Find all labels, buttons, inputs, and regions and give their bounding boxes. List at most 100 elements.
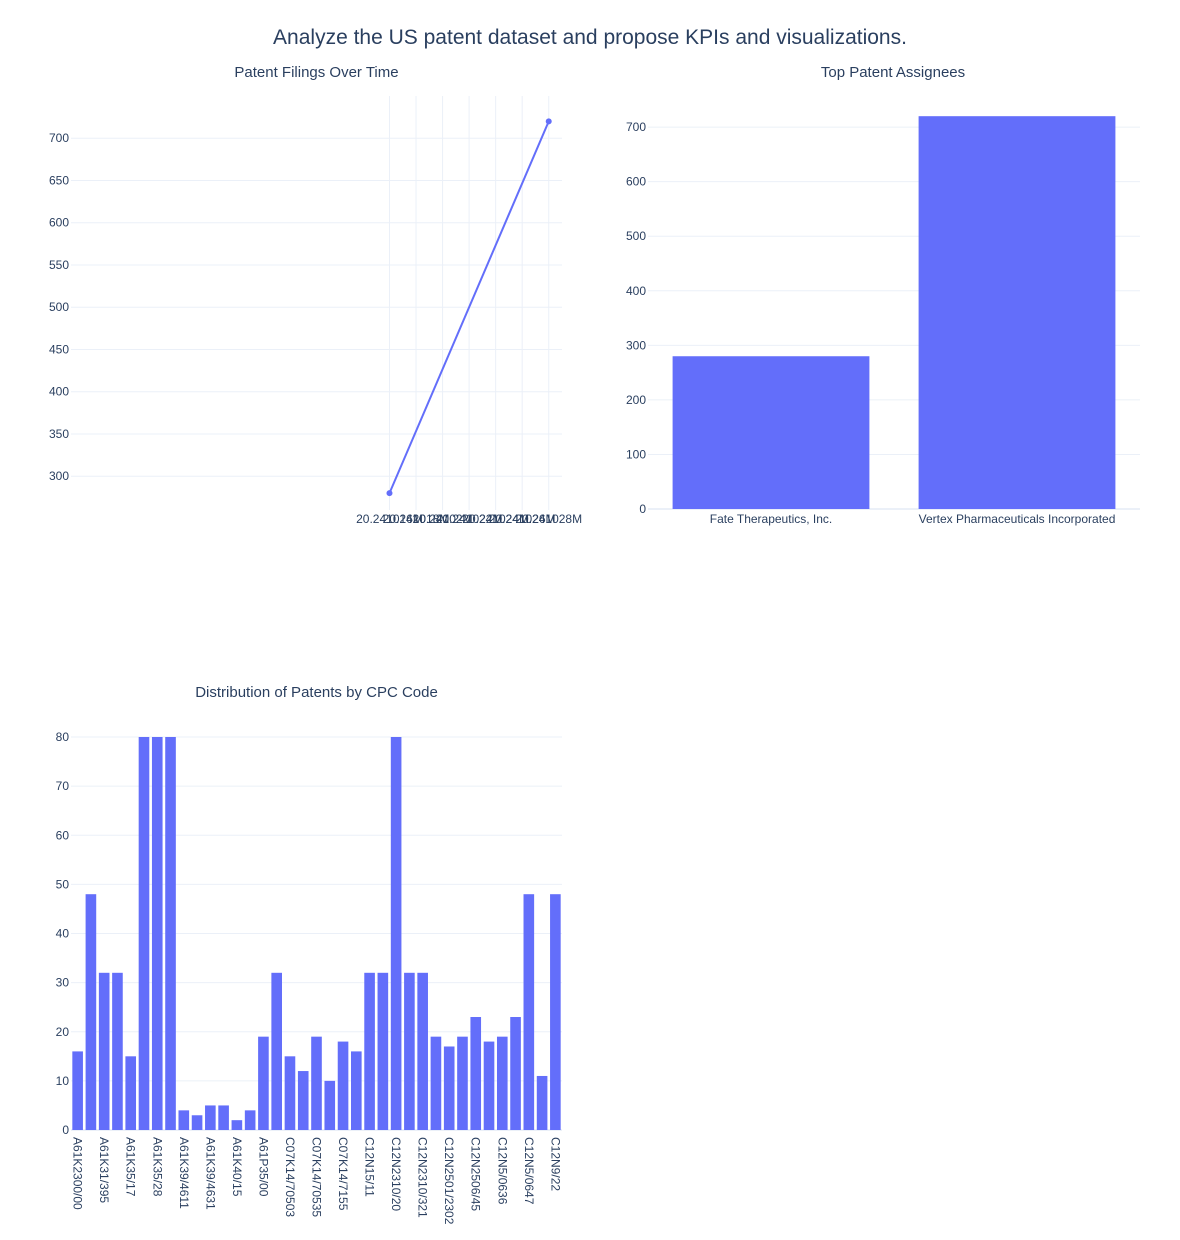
- y-tick-label: 500: [626, 229, 646, 243]
- filings-chart-title: Patent Filings Over Time: [234, 64, 398, 81]
- y-tick-label: 20: [56, 1025, 70, 1039]
- y-tick-label: 0: [62, 1123, 69, 1137]
- x-tick-label: 20.241028M: [515, 512, 582, 526]
- y-tick-label: 400: [49, 385, 69, 399]
- assignee-bar: [918, 116, 1116, 509]
- cpc-bar: [496, 1036, 508, 1130]
- y-tick-label: 200: [626, 393, 646, 407]
- cpc-bar: [178, 1110, 190, 1130]
- y-tick-label: 50: [56, 877, 70, 891]
- x-tick-label: A61K35/28: [150, 1137, 164, 1197]
- x-tick-label: C12N5/0636: [495, 1137, 509, 1205]
- cpc-bar: [112, 972, 123, 1130]
- x-tick-label: C07K14/7155: [336, 1137, 350, 1211]
- cpc-bar: [218, 1105, 229, 1130]
- cpc-bar: [443, 1046, 455, 1130]
- main-title: Analyze the US patent dataset and propos…: [273, 26, 907, 49]
- x-tick-label: C12N9/22: [548, 1137, 562, 1191]
- cpc-bar: [297, 1071, 309, 1130]
- x-tick-label: C07K14/70503: [283, 1137, 297, 1217]
- y-tick-label: 300: [626, 338, 646, 352]
- x-tick-label: A61P35/00: [256, 1137, 270, 1197]
- y-tick-label: 450: [49, 342, 69, 356]
- y-tick-label: 500: [49, 300, 69, 314]
- assignees-chart-title: Top Patent Assignees: [821, 64, 965, 81]
- cpc-bar: [351, 1051, 362, 1130]
- y-tick-label: 600: [49, 216, 69, 230]
- cpc-bar: [337, 1041, 349, 1130]
- y-tick-label: 300: [49, 469, 69, 483]
- assignee-bar: [672, 356, 870, 509]
- x-tick-label: A61K39/4611: [177, 1137, 191, 1209]
- y-tick-label: 100: [626, 447, 646, 461]
- x-tick-label: 20.241026M: [489, 512, 556, 526]
- x-tick-label: C12N5/0647: [522, 1137, 536, 1205]
- x-tick-label: 20.241016M: [356, 512, 423, 526]
- x-tick-label: 20.241024M: [462, 512, 529, 526]
- x-tick-label: C12N2310/20: [389, 1137, 403, 1211]
- x-tick-label: A61K40/15: [230, 1137, 244, 1197]
- filings-over-time-chart: Patent Filings Over Time 20.241016M20.24…: [49, 64, 582, 526]
- cpc-bar: [550, 894, 561, 1130]
- x-tick-label: 20.241018M: [383, 512, 450, 526]
- x-tick-label: C12N2506/45: [469, 1137, 483, 1211]
- cpc-bar: [430, 1036, 442, 1130]
- cpc-bar: [457, 1036, 468, 1130]
- cpc-bar: [523, 894, 535, 1130]
- cpc-bar: [165, 737, 176, 1130]
- cpc-bar: [258, 1036, 269, 1130]
- x-tick-label: A61K35/17: [124, 1137, 138, 1197]
- cpc-bar: [85, 894, 97, 1130]
- y-tick-label: 80: [56, 730, 70, 744]
- cpc-bar: [417, 972, 428, 1130]
- x-tick-label: A61K31/395: [97, 1137, 111, 1203]
- cpc-bar: [390, 737, 402, 1130]
- cpc-bar: [510, 1017, 521, 1130]
- y-tick-label: 700: [49, 131, 69, 145]
- cpc-chart-title: Distribution of Patents by CPC Code: [195, 684, 438, 701]
- cpc-bar: [284, 1056, 296, 1130]
- y-tick-label: 30: [56, 976, 70, 990]
- cpc-bar: [125, 1056, 137, 1130]
- cpc-bar: [311, 1036, 322, 1130]
- y-tick-label: 700: [626, 120, 646, 134]
- x-tick-label: A61K2300/00: [71, 1137, 85, 1210]
- x-tick-label: C07K14/70535: [310, 1137, 324, 1217]
- x-tick-label: C12N2310/321: [416, 1137, 430, 1218]
- cpc-bar: [483, 1041, 495, 1130]
- x-tick-label: Vertex Pharmaceuticals Incorporated: [919, 512, 1116, 526]
- y-tick-label: 40: [56, 927, 70, 941]
- filings-line: [388, 120, 550, 494]
- y-tick-label: 550: [49, 258, 69, 272]
- cpc-bar: [151, 737, 163, 1130]
- cpc-bar: [324, 1080, 336, 1130]
- y-tick-label: 600: [626, 175, 646, 189]
- cpc-bar: [470, 1017, 482, 1130]
- cpc-bar: [271, 972, 282, 1130]
- cpc-bar: [138, 737, 150, 1130]
- x-tick-label: A61K39/4631: [203, 1137, 217, 1210]
- x-tick-label: C12N15/11: [363, 1137, 377, 1197]
- cpc-bar: [244, 1110, 256, 1130]
- filings-point: [545, 118, 552, 125]
- cpc-bar: [377, 972, 389, 1130]
- y-tick-label: 650: [49, 173, 69, 187]
- cpc-bar: [231, 1120, 243, 1130]
- cpc-bar: [404, 972, 415, 1130]
- cpc-bar: [72, 1051, 83, 1130]
- y-tick-label: 0: [639, 502, 646, 516]
- x-tick-label: 20.24102M: [413, 512, 473, 526]
- y-tick-label: 10: [56, 1074, 70, 1088]
- cpc-bar: [191, 1115, 203, 1130]
- y-tick-label: 400: [626, 284, 646, 298]
- x-tick-label: C12N2501/2302: [442, 1137, 456, 1225]
- cpc-bar: [205, 1105, 216, 1130]
- cpc-bar: [364, 972, 375, 1130]
- y-tick-label: 70: [56, 779, 70, 793]
- x-tick-label: Fate Therapeutics, Inc.: [710, 512, 833, 526]
- top-assignees-chart: Top Patent Assignees 0 100 200 300 400 500 600…: [626, 64, 1140, 526]
- y-tick-label: 60: [56, 828, 70, 842]
- cpc-distribution-chart: Distribution of Patents by CPC Code 0 10 2…: [56, 684, 563, 1225]
- y-tick-label: 350: [49, 427, 69, 441]
